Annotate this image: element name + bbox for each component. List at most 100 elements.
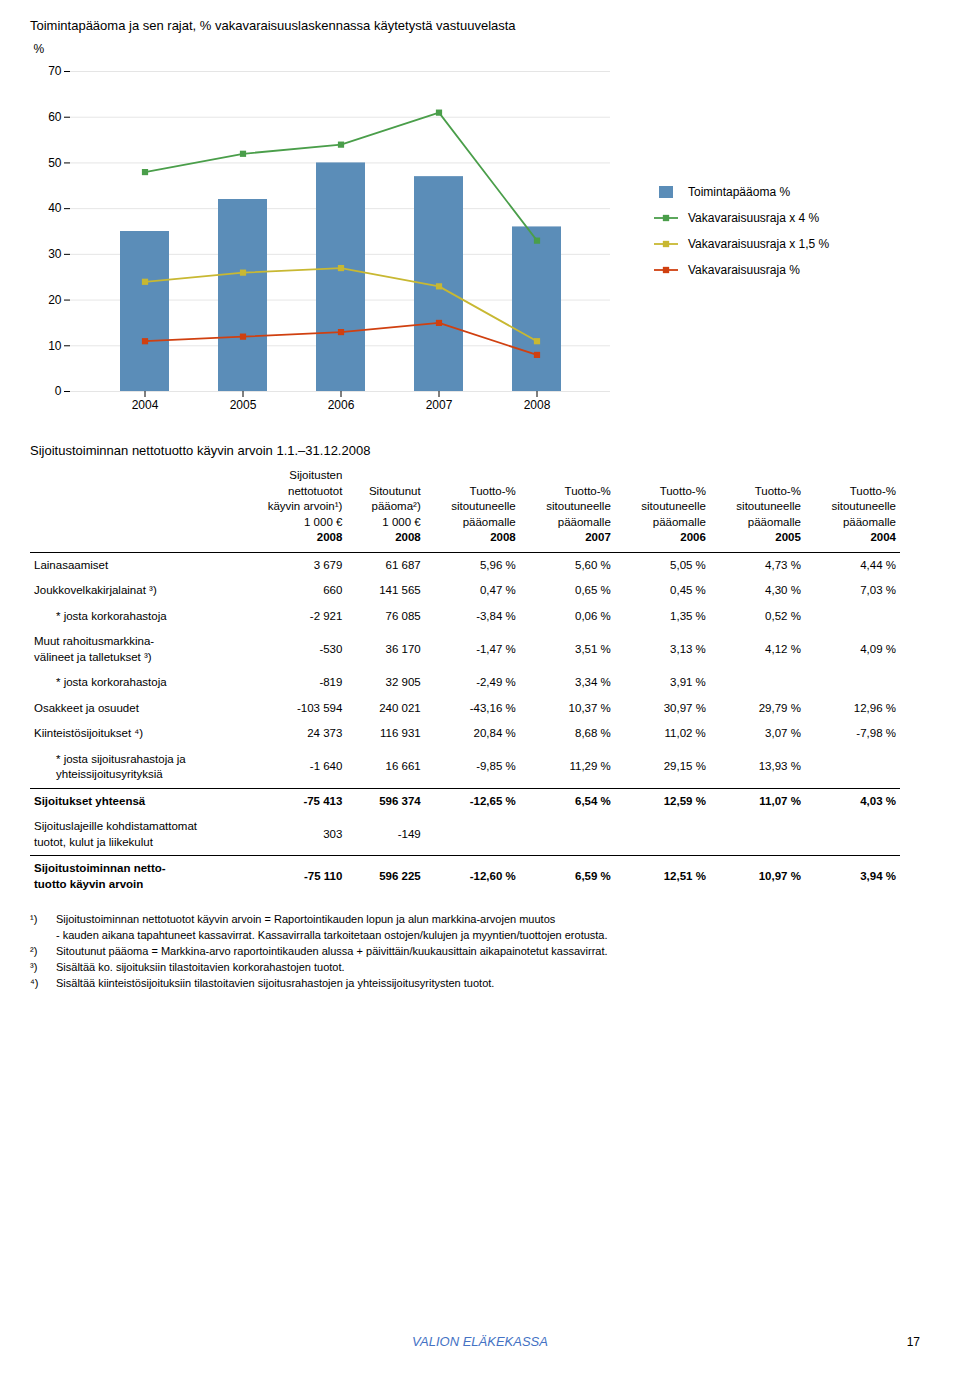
html-text:1 000 €: 1 000 €	[382, 515, 421, 528]
html-text:Vakavaraisuusraja x 4 %: Vakavaraisuusraja x 4 %	[688, 211, 820, 225]
html-text:Sijoitustoiminnan nettotuotto: Sijoitustoiminnan nettotuotto käyvin arv…	[30, 443, 371, 458]
html-text:välineet ja talletukset ³): välineet ja talletukset ³)	[34, 650, 152, 663]
html-text:5,96 %: 5,96 %	[480, 558, 516, 571]
html-text:10,37 %: 10,37 %	[568, 701, 611, 714]
html-text:8,68 %: 8,68 %	[575, 727, 611, 740]
html-text:-530: -530	[319, 642, 343, 655]
html-text:29,79 %: 29,79 %	[758, 701, 801, 714]
svg-text:2006: 2006	[328, 398, 355, 412]
html-text:4,12 %: 4,12 %	[765, 642, 801, 655]
html-text:nettotuotot: nettotuotot	[288, 484, 343, 497]
html-text:Lainasaamiset: Lainasaamiset	[34, 558, 109, 571]
svg-text:70: 70	[48, 64, 62, 78]
svg-text:2008: 2008	[524, 398, 551, 412]
html-text:Tuotto-%: Tuotto-%	[564, 484, 611, 497]
html-text:11,02 %: 11,02 %	[664, 727, 706, 740]
html-text:pääomalle: pääomalle	[747, 515, 801, 528]
html-text:-1 640: -1 640	[309, 760, 343, 773]
svg-text:0: 0	[55, 384, 62, 398]
html-text:-2 921: -2 921	[309, 609, 343, 622]
html-text:3 679: 3 679	[313, 558, 343, 571]
html-text:pääomalle: pääomalle	[842, 515, 896, 528]
html-text:0,65 %: 0,65 %	[575, 584, 611, 597]
html-text:4,30 %: 4,30 %	[765, 584, 801, 597]
svg-text:2005: 2005	[230, 398, 257, 412]
html-text:-3,84 %: -3,84 %	[476, 609, 516, 622]
html-text:pääomalle: pääomalle	[557, 515, 611, 528]
svg-text:30: 30	[48, 247, 62, 261]
html-text:116 931: 116 931	[380, 727, 421, 740]
html-text:Osakkeet ja osuudet: Osakkeet ja osuudet	[34, 701, 139, 714]
html-text:Tuotto-%: Tuotto-%	[849, 484, 896, 497]
html-text:30,97 %: 30,97 %	[663, 701, 706, 714]
svg-text:%: %	[34, 42, 45, 56]
html-text:2008: 2008	[395, 531, 421, 544]
svg-text:50: 50	[48, 156, 62, 170]
html-text:36 170: 36 170	[385, 642, 421, 655]
html-text:20,84 %: 20,84 %	[473, 727, 516, 740]
html-text:yhteissijoitusyrityksiä: yhteissijoitusyrityksiä	[56, 768, 163, 781]
html-text:Joukkovelkakirjalainat ³): Joukkovelkakirjalainat ³)	[34, 584, 157, 597]
html-text:4,44 %: 4,44 %	[860, 558, 896, 571]
html-text:0,47 %: 0,47 %	[480, 584, 516, 597]
html-text:-2,49 %: -2,49 %	[476, 676, 516, 689]
html-text:VALION ELÄKEKASSA: VALION ELÄKEKASSA	[412, 1334, 548, 1349]
html-text:Kiinteistösijoitukset ⁴): Kiinteistösijoitukset ⁴)	[34, 727, 144, 740]
html-text:4,73 %: 4,73 %	[765, 558, 801, 571]
html-text:3,34 %: 3,34 %	[575, 676, 611, 689]
html-text:4,09 %: 4,09 %	[860, 642, 896, 655]
html-text:Tuotto-%: Tuotto-%	[754, 484, 801, 497]
html-text:-103 594: -103 594	[297, 701, 343, 714]
html-text:0,45 %: 0,45 %	[670, 584, 706, 597]
svg-text:20: 20	[48, 293, 62, 307]
html-text:2006: 2006	[680, 531, 706, 544]
html-text:Muut rahoitusmarkkina-: Muut rahoitusmarkkina-	[34, 635, 155, 648]
html-text:12,96 %: 12,96 %	[853, 701, 896, 714]
html-text:* josta korkorahastoja: * josta korkorahastoja	[56, 609, 167, 622]
html-text:3,13 %: 3,13 %	[670, 642, 706, 655]
html-text:-7,98 %: -7,98 %	[856, 727, 896, 740]
html-text:3,07 %: 3,07 %	[765, 727, 801, 740]
html-text:7,03 %: 7,03 %	[860, 584, 896, 597]
html-text:2004: 2004	[870, 531, 896, 544]
html-text:0,52 %: 0,52 %	[765, 609, 801, 622]
html-text:1 000 €: 1 000 €	[304, 515, 343, 528]
svg-text:60: 60	[48, 110, 62, 124]
html-text:Toimintapääoma %: Toimintapääoma %	[688, 185, 791, 199]
html-text:Vakavaraisuusraja %: Vakavaraisuusraja %	[688, 263, 800, 277]
svg-text:2004: 2004	[132, 398, 159, 412]
svg-text:10: 10	[48, 339, 62, 353]
html-text:5,60 %: 5,60 %	[575, 558, 611, 571]
html-text:* josta sijoitusrahastoja ja: * josta sijoitusrahastoja ja	[56, 752, 186, 765]
html-text:-43,16 %: -43,16 %	[469, 701, 516, 714]
html-text:Tuotto-%: Tuotto-%	[659, 484, 706, 497]
html-text:660: 660	[323, 584, 343, 597]
html-text:0,06 %: 0,06 %	[575, 609, 611, 622]
html-text:2008: 2008	[316, 531, 343, 544]
html-text:Tuotto-%: Tuotto-%	[469, 484, 516, 497]
html-text:* josta korkorahastoja: * josta korkorahastoja	[56, 676, 167, 689]
svg-text:2007: 2007	[426, 398, 453, 412]
html-text:5,05 %: 5,05 %	[670, 558, 706, 571]
html-text:3,51 %: 3,51 %	[575, 642, 611, 655]
html-text:141 565: 141 565	[379, 584, 421, 597]
html-text:-819: -819	[319, 676, 343, 689]
svg-text:40: 40	[48, 201, 62, 215]
html-text:3,91 %: 3,91 %	[670, 676, 706, 689]
html-text:Sitoutunut: Sitoutunut	[368, 484, 421, 497]
html-text:pääomalle: pääomalle	[652, 515, 706, 528]
html-text:1,35 %: 1,35 %	[670, 609, 706, 622]
html-text:2007: 2007	[585, 531, 611, 544]
html-text:2005: 2005	[775, 531, 801, 544]
html-text:pääomalle: pääomalle	[462, 515, 516, 528]
html-text:32 905: 32 905	[385, 676, 421, 689]
html-text:Toimintapääoma ja sen rajat, %: Toimintapääoma ja sen rajat, % vakavarai…	[30, 18, 516, 33]
html-text:76 085: 76 085	[385, 609, 421, 622]
html-text:24 373: 24 373	[307, 727, 343, 740]
html-text:17: 17	[906, 1335, 920, 1349]
html-text:61 687: 61 687	[385, 558, 421, 571]
html-text:240 021: 240 021	[379, 701, 421, 714]
html-text:Vakavaraisuusraja x 1,5 %: Vakavaraisuusraja x 1,5 %	[688, 237, 830, 251]
html-text:2008: 2008	[490, 531, 516, 544]
html-text:-1,47 %: -1,47 %	[476, 642, 516, 655]
